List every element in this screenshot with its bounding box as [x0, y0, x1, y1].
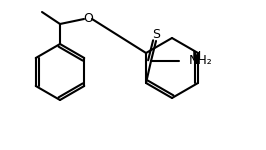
Text: S: S [152, 28, 160, 42]
Text: O: O [83, 12, 93, 24]
Text: NH₂: NH₂ [189, 54, 213, 68]
Text: N: N [191, 50, 201, 63]
